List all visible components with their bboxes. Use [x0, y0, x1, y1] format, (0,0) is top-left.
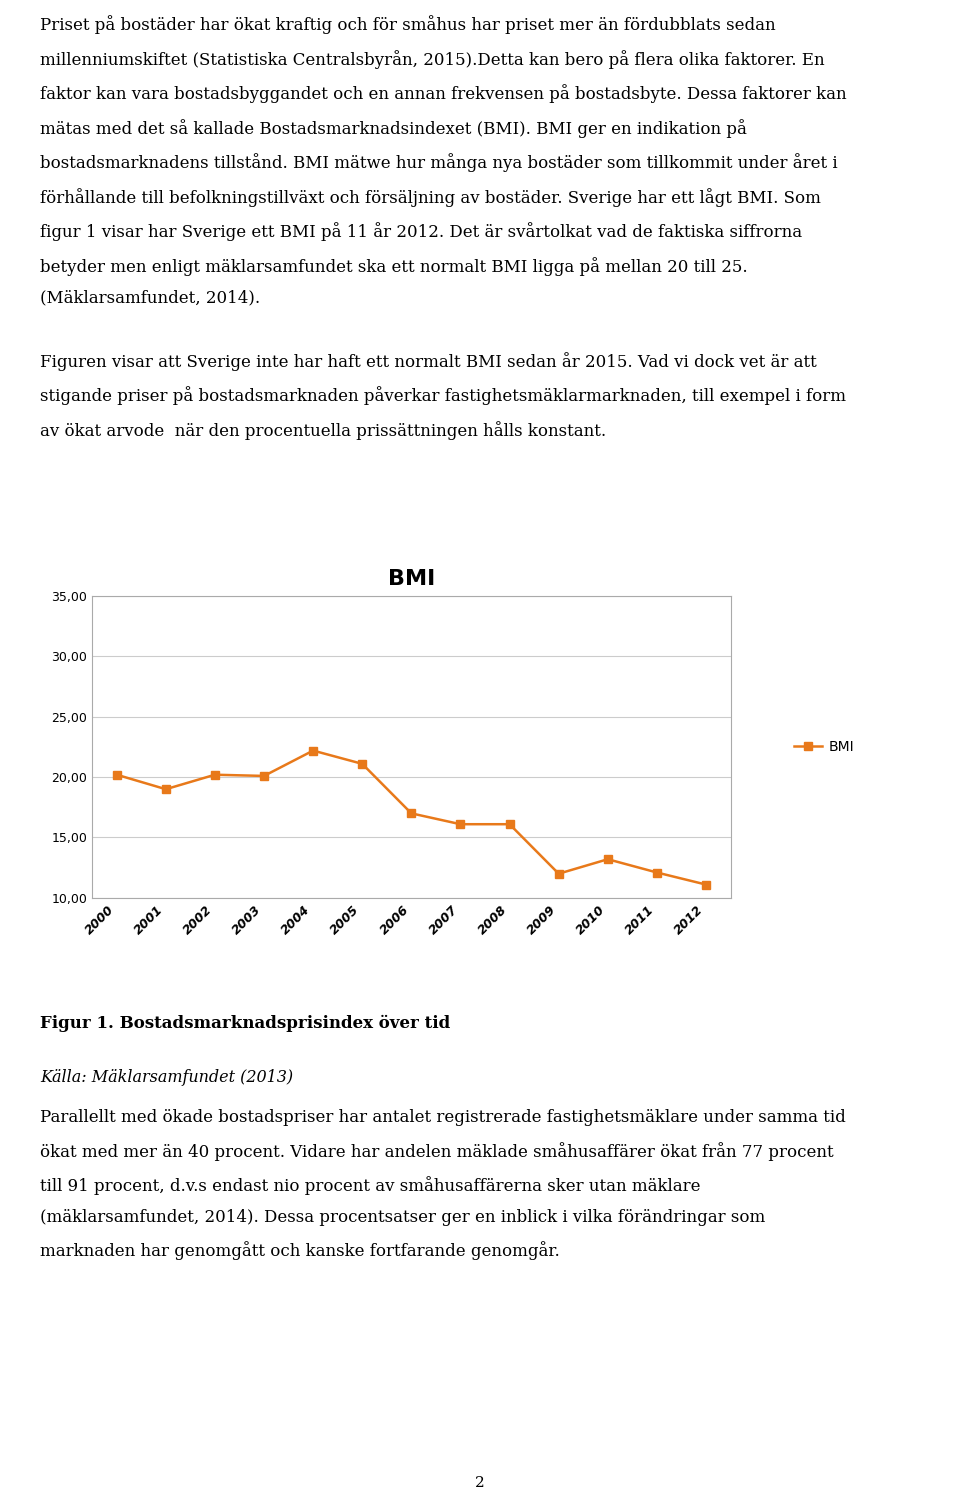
BMI	[307, 741, 319, 759]
BMI	[504, 815, 516, 833]
BMI	[406, 804, 418, 822]
BMI	[700, 875, 711, 893]
Title: BMI: BMI	[388, 569, 435, 589]
Text: Parallellt med ökade bostadspriser har antalet registrerade fastighetsmäklare un: Parallellt med ökade bostadspriser har a…	[40, 1109, 846, 1260]
BMI	[209, 765, 221, 783]
BMI	[160, 780, 172, 798]
Legend: BMI: BMI	[788, 735, 860, 759]
Text: 2: 2	[475, 1476, 485, 1489]
BMI	[111, 765, 123, 783]
Text: Källa: Mäklarsamfundet (2013): Källa: Mäklarsamfundet (2013)	[40, 1068, 294, 1085]
Text: Figur 1. Bostadsmarknadsprisindex över tid: Figur 1. Bostadsmarknadsprisindex över t…	[40, 1014, 450, 1032]
BMI	[553, 865, 564, 883]
BMI	[602, 850, 613, 868]
BMI	[258, 767, 270, 785]
BMI	[356, 754, 368, 773]
Text: Figuren visar att Sverige inte har haft ett normalt BMI sedan år 2015. Vad vi do: Figuren visar att Sverige inte har haft …	[40, 352, 847, 439]
Text: Priset på bostäder har ökat kraftig och för småhus har priset mer än fördubblats: Priset på bostäder har ökat kraftig och …	[40, 15, 847, 306]
BMI	[455, 815, 467, 833]
Line: BMI: BMI	[112, 747, 710, 889]
BMI	[651, 863, 662, 881]
